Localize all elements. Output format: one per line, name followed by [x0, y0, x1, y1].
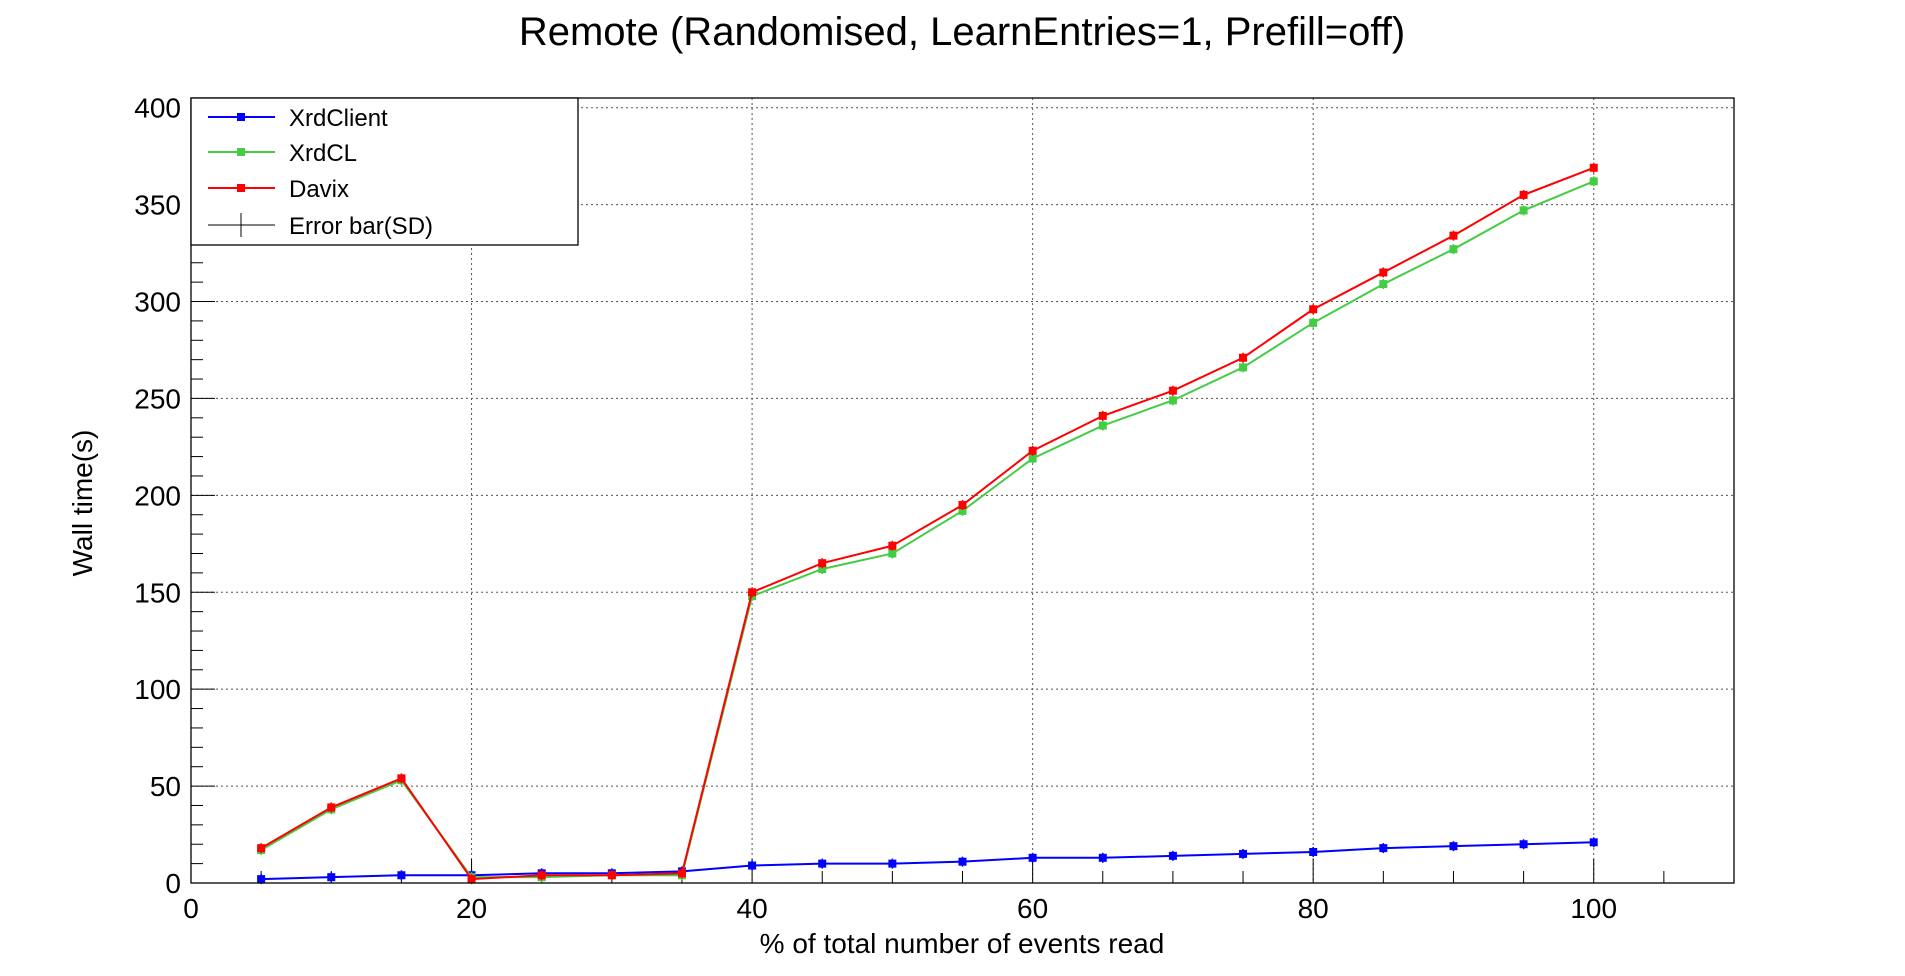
data-point-xrdcl [1168, 396, 1177, 405]
data-point-xrdcl [1309, 318, 1318, 327]
legend-label-davix: Davix [289, 176, 349, 203]
legend-label-errorbar: Error bar(SD) [289, 213, 433, 240]
data-point-xrdcl [1449, 245, 1458, 254]
legend-marker-xrdcl [237, 148, 245, 156]
ticks-layer: 0 20 40 60 80 100 0 50 100 150 200 250 300 350 400 [134, 93, 1735, 924]
data-point-davix [677, 869, 686, 878]
data-point-xrdcl [1589, 177, 1598, 186]
data-point-davix [397, 774, 406, 783]
data-point-xrdclient [818, 859, 827, 868]
x-tick-label: 100 [1570, 893, 1617, 924]
data-point-davix [888, 541, 897, 550]
data-point-davix [607, 871, 616, 880]
x-tick-label: 40 [737, 893, 768, 924]
data-point-xrdclient [1379, 844, 1388, 853]
data-point-davix [1098, 411, 1107, 420]
data-point-xrdcl [1379, 280, 1388, 289]
series-layer [257, 162, 1598, 885]
data-point-davix [1379, 268, 1388, 277]
data-point-xrdclient [1589, 838, 1598, 847]
data-point-davix [748, 588, 757, 597]
x-tick-label: 80 [1298, 893, 1329, 924]
y-tick-label: 150 [134, 577, 181, 608]
data-point-davix [257, 844, 266, 853]
data-point-xrdcl [958, 506, 967, 515]
data-point-xrdclient [1449, 842, 1458, 851]
series-line-davix [260, 166, 1595, 881]
data-point-davix [818, 559, 827, 568]
data-point-xrdclient [1098, 853, 1107, 862]
x-tick-label: 0 [183, 893, 199, 924]
data-point-xrdcl [888, 549, 897, 558]
legend-box [190, 97, 579, 246]
data-point-davix [1168, 386, 1177, 395]
data-point-xrdcl [1098, 421, 1107, 430]
data-point-xrdclient [888, 859, 897, 868]
data-point-davix [537, 871, 546, 880]
data-point-xrdcl [1239, 363, 1248, 372]
data-point-xrdclient [1028, 853, 1037, 862]
data-point-xrdcl [1519, 206, 1528, 215]
series-line-xrdclient [261, 841, 1594, 881]
data-point-xrdclient [257, 875, 266, 884]
data-point-davix [467, 875, 476, 884]
y-tick-label: 100 [134, 674, 181, 705]
data-point-davix [1519, 190, 1528, 199]
data-point-davix [327, 803, 336, 812]
data-point-davix [958, 501, 967, 510]
x-tick-label: 20 [456, 893, 487, 924]
legend-marker-davix [237, 184, 245, 192]
y-axis-label: Wall time(s) [67, 430, 98, 577]
y-tick-label: 0 [165, 868, 181, 899]
y-tick-label: 350 [134, 190, 181, 221]
series-line-xrdcl [260, 180, 1595, 879]
y-tick-label: 50 [150, 771, 181, 802]
legend-marker-xrdclient [237, 113, 245, 121]
data-point-xrdclient [1519, 840, 1528, 849]
y-tick-label: 200 [134, 480, 181, 511]
legend-label-xrdclient: XrdClient [289, 105, 388, 132]
data-point-davix [1028, 446, 1037, 455]
y-tick-label: 400 [134, 93, 181, 124]
data-point-xrdclient [748, 861, 757, 870]
data-point-xrdclient [397, 871, 406, 880]
legend-label-xrdcl: XrdCL [289, 140, 357, 167]
y-tick-label: 250 [134, 383, 181, 414]
data-point-davix [1239, 353, 1248, 362]
x-axis-label: % of total number of events read [760, 928, 1165, 959]
data-point-davix [1309, 305, 1318, 314]
data-point-xrdclient [1168, 851, 1177, 860]
data-point-davix [1589, 163, 1598, 172]
grid-layer [191, 98, 1734, 883]
data-point-xrdclient [1239, 849, 1248, 858]
legend: XrdClient XrdCL Davix Error bar(SD) [190, 97, 579, 246]
plot-frame [190, 97, 1735, 884]
chart-title: Remote (Randomised, LearnEntries=1, Pref… [519, 10, 1405, 54]
data-point-xrdcl [1028, 454, 1037, 463]
x-tick-label: 60 [1017, 893, 1048, 924]
data-point-xrdclient [958, 857, 967, 866]
data-point-xrdcl [818, 565, 827, 573]
data-point-xrdclient [327, 873, 336, 882]
data-point-xrdclient [1309, 847, 1318, 856]
data-point-davix [1449, 231, 1458, 240]
y-tick-label: 300 [134, 287, 181, 318]
